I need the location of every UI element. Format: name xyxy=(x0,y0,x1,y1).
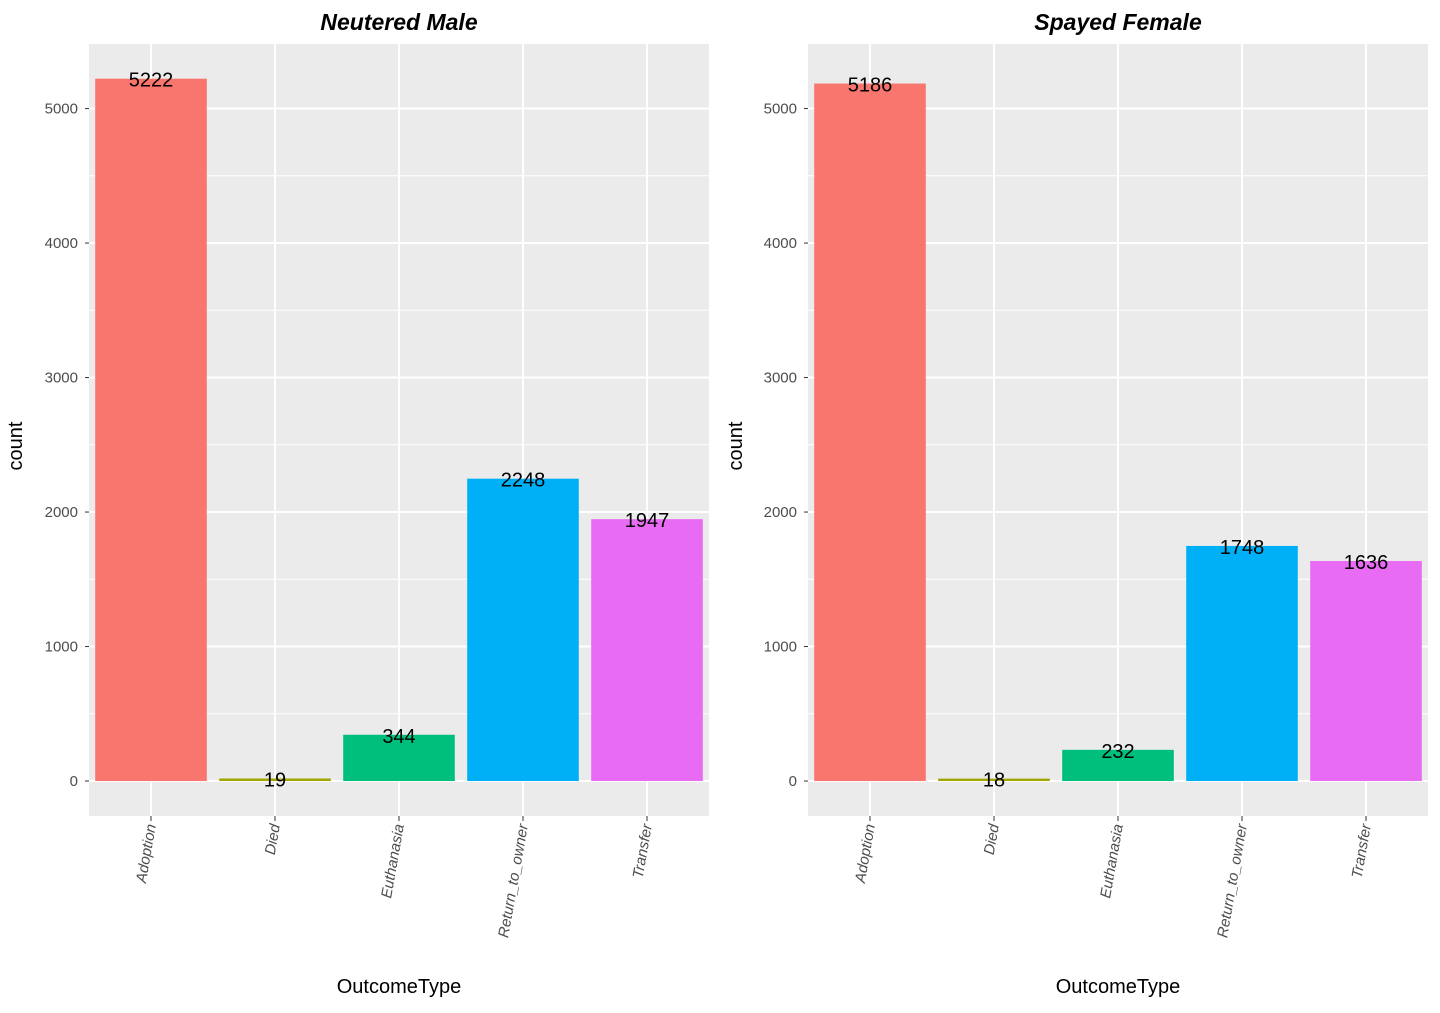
x-tick-label: Return_to_owner xyxy=(495,822,532,939)
data-label: 232 xyxy=(1101,741,1134,763)
y-tick-label: 3000 xyxy=(45,370,78,387)
y-tick-label: 5000 xyxy=(764,101,797,118)
x-tick-label: Died xyxy=(981,822,1003,856)
x-tick-label: Died xyxy=(262,822,284,856)
y-tick-label: 0 xyxy=(789,773,797,790)
data-label: 1748 xyxy=(1220,537,1265,559)
bar-transfer xyxy=(591,519,703,782)
bar-adoption xyxy=(814,83,926,782)
y-tick-label: 1000 xyxy=(764,639,797,656)
bar-return-to-owner xyxy=(1186,545,1298,782)
x-tick-label: Transfer xyxy=(630,822,656,880)
bar-transfer xyxy=(1310,560,1422,782)
data-label: 5222 xyxy=(129,70,174,92)
data-label: 344 xyxy=(382,726,415,748)
y-tick-label: 1000 xyxy=(45,639,78,656)
x-tick-label: Return_to_owner xyxy=(1214,822,1251,939)
x-tick-label: Transfer xyxy=(1349,822,1375,880)
y-tick-label: 3000 xyxy=(764,370,797,387)
x-tick-label: Adoption xyxy=(133,823,160,885)
chart-panel-2: 0 1000 2000 3000 4000 5000 5186 18 232 1748 1636 Ad… xyxy=(725,9,1428,998)
chart-title: Spayed Female xyxy=(1034,9,1202,35)
y-tick-label: 2000 xyxy=(45,504,78,521)
data-label: 1947 xyxy=(625,510,670,532)
y-tick-label: 4000 xyxy=(764,235,797,252)
bar-return-to-owner xyxy=(467,478,579,782)
x-tick-label: Euthanasia xyxy=(1097,823,1127,900)
data-label: 19 xyxy=(264,769,286,791)
data-label: 1636 xyxy=(1344,552,1389,574)
bar-died xyxy=(938,778,1050,782)
chart-panel-1: 0 1000 2000 3000 4000 5000 5222 19 344 2248 1947 Ad… xyxy=(5,9,709,998)
data-label: 18 xyxy=(983,770,1005,792)
data-label: 5186 xyxy=(848,75,893,97)
y-tick-label: 2000 xyxy=(764,504,797,521)
x-axis-title: OutcomeType xyxy=(337,976,462,998)
chart-title: Neutered Male xyxy=(320,9,477,35)
x-tick-label: Adoption xyxy=(852,823,879,885)
bar-euthanasia xyxy=(343,734,455,782)
y-axis-title: count xyxy=(725,421,747,470)
bar-adoption xyxy=(95,78,207,782)
data-label: 2248 xyxy=(501,470,546,492)
bar-euthanasia xyxy=(1062,749,1174,782)
y-tick-label: 5000 xyxy=(45,101,78,118)
x-tick-label: Euthanasia xyxy=(378,823,408,900)
x-axis-title: OutcomeType xyxy=(1056,976,1181,998)
y-tick-label: 0 xyxy=(70,773,78,790)
bar-died xyxy=(219,778,331,782)
y-axis-title: count xyxy=(5,421,27,470)
y-tick-label: 4000 xyxy=(45,235,78,252)
